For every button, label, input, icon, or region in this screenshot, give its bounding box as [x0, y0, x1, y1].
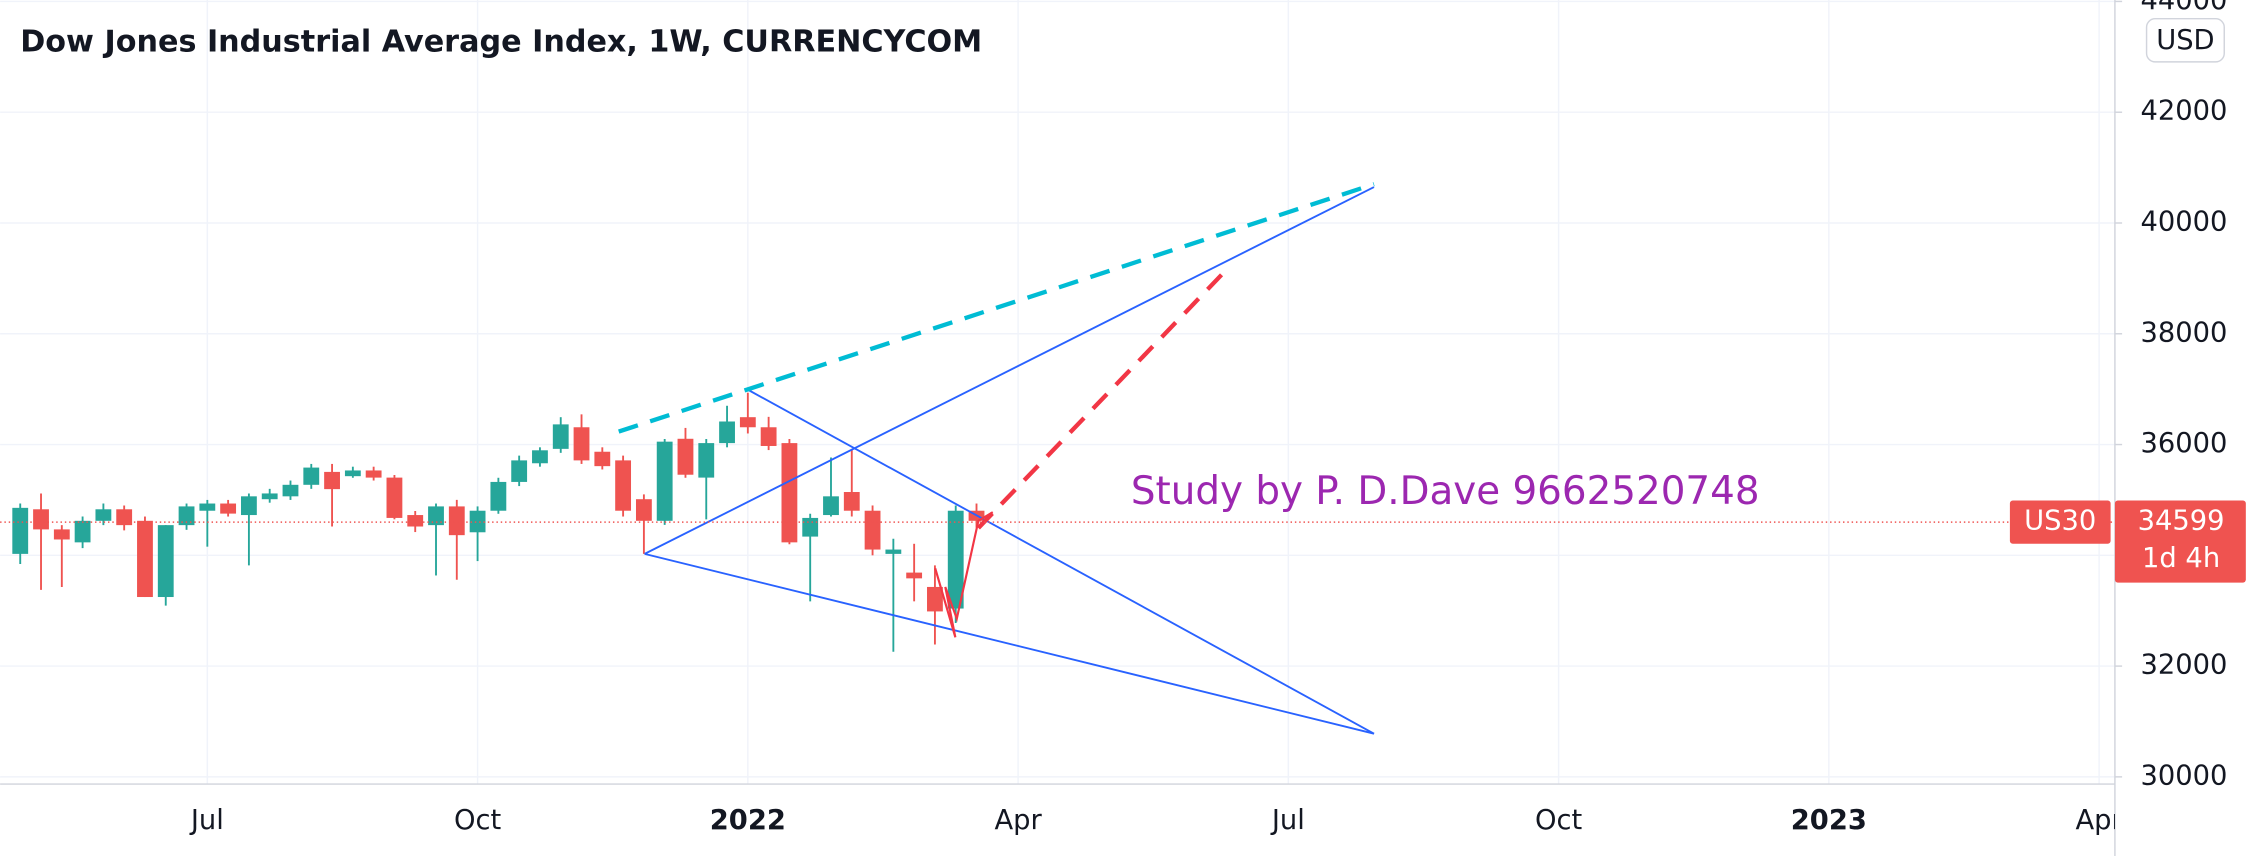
candle-body — [95, 509, 112, 521]
candle-body — [823, 496, 839, 516]
currency-box[interactable] — [2145, 17, 2225, 63]
x-axis: Jul Oct 2022 Apr Jul Oct 2023 Apr — [189, 805, 2123, 836]
candle-body — [116, 509, 133, 526]
candle-body — [344, 470, 361, 477]
candle-body — [199, 503, 216, 511]
candle-body — [407, 515, 424, 527]
annotation: Study by P. D.Dave 9662520748 — [1131, 469, 1760, 514]
last-price: US30 34599 1d 4h — [0, 500, 2246, 583]
y-tick-label: 38000 — [2141, 317, 2228, 348]
candle-body — [594, 451, 611, 467]
x-tick-label: Oct — [454, 805, 502, 836]
trend-line — [644, 552, 1375, 735]
y-tick-label: 40000 — [2141, 206, 2228, 237]
y-axis: 3000032000340003600038000400004200044000 — [2114, 0, 2228, 791]
candle-body — [927, 586, 943, 612]
x-tick-label: 2023 — [1791, 805, 1867, 836]
candle-body — [532, 450, 548, 464]
candle-body — [12, 507, 29, 554]
candle-body — [656, 441, 673, 521]
countdown: 1d 4h — [2142, 543, 2220, 574]
chart-title: Dow Jones Industrial Average Index, 1W, … — [20, 25, 982, 60]
x-tick-label: 2022 — [710, 805, 786, 836]
candle-body — [74, 520, 91, 543]
candle-body — [573, 427, 590, 461]
candle-body — [448, 506, 465, 536]
currency[interactable]: USD — [2156, 25, 2214, 56]
candle-body — [947, 510, 964, 609]
candle-body — [33, 509, 49, 530]
y-tick-label: 30000 — [2141, 760, 2228, 791]
candle-body — [885, 549, 902, 554]
x-tick-label: Oct — [1535, 805, 1583, 836]
candle-body — [906, 572, 923, 579]
candle-body — [469, 510, 486, 533]
symbol-label: US30 — [2024, 506, 2096, 537]
trend-line — [644, 186, 1375, 555]
candle-body — [843, 492, 860, 511]
candle-body — [261, 493, 278, 500]
candle-body — [178, 506, 195, 526]
price-box — [2114, 500, 2246, 583]
y-tick-label: 42000 — [2141, 96, 2228, 127]
symbol-box — [2009, 500, 2111, 544]
candle-body — [303, 467, 320, 485]
candle-body — [157, 525, 174, 598]
x-tick-label: Apr — [994, 805, 1042, 836]
candle-body — [240, 496, 257, 516]
wave-sketch — [934, 511, 994, 638]
candle-body — [615, 460, 632, 511]
x-tick-label: Jul — [189, 805, 224, 836]
candle-body — [386, 477, 403, 518]
candle-body — [511, 460, 528, 482]
candle-body — [324, 471, 340, 490]
candle-body — [490, 481, 507, 511]
candle-body — [635, 499, 652, 521]
x-tick-label: Jul — [1270, 805, 1305, 836]
drawings: Study by P. D.Dave 9662520748 — [618, 182, 1760, 735]
candle-body — [220, 503, 237, 514]
candle-body — [739, 417, 756, 428]
y-tick-label: 36000 — [2141, 428, 2228, 459]
candle-body — [282, 484, 299, 497]
grid — [0, 0, 2115, 785]
candle-body — [802, 517, 819, 537]
y-tick-label: 32000 — [2141, 650, 2228, 681]
candle-body — [781, 443, 798, 543]
candle-body — [864, 510, 881, 550]
candle-body — [719, 421, 735, 444]
candle-body — [677, 438, 694, 475]
candle-body — [365, 470, 382, 478]
y-tick-label: 44000 — [2141, 0, 2228, 16]
dashed-projection — [976, 271, 1225, 530]
dashed-trend-line — [618, 182, 1375, 434]
candle-body — [137, 520, 153, 598]
last-price-label: 34599 — [2138, 506, 2225, 537]
x-tick-label: Apr — [2075, 805, 2123, 836]
candle-body — [760, 427, 777, 446]
candle-body — [698, 443, 715, 478]
candle-body — [552, 424, 569, 449]
candle-body — [53, 529, 70, 540]
candle-body — [428, 506, 444, 526]
trend-line — [747, 389, 1375, 735]
